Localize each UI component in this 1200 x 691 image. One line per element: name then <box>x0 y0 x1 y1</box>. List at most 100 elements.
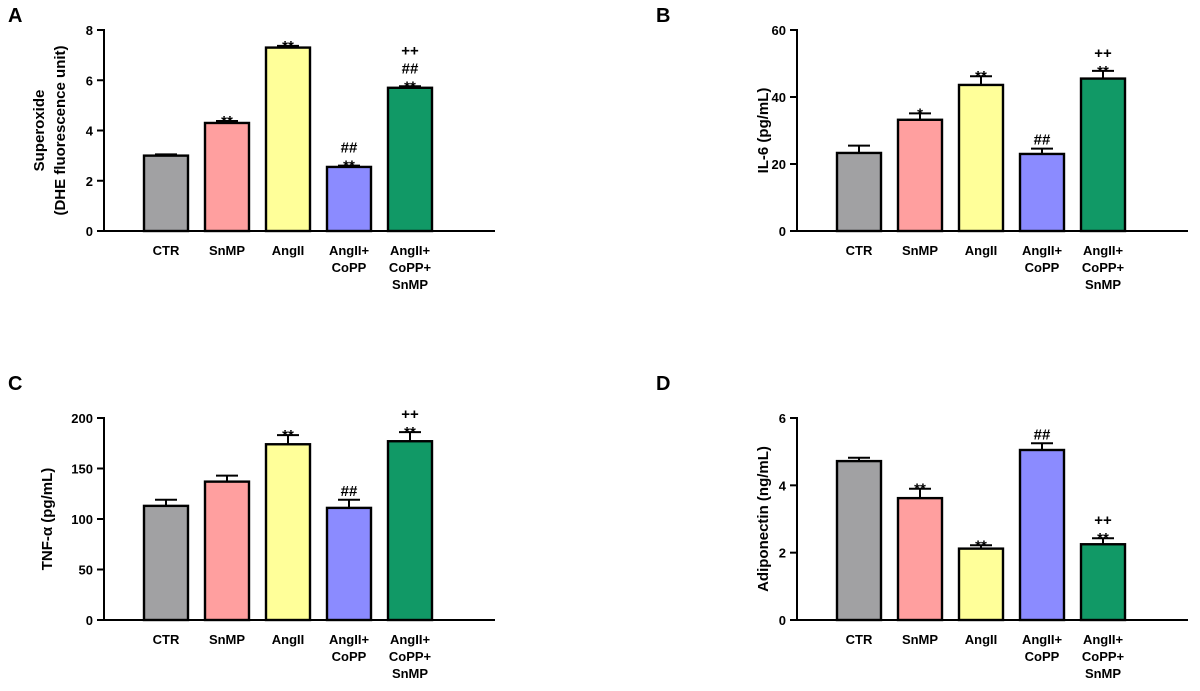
significance-marker: ** <box>975 68 987 85</box>
significance-marker: ## <box>1034 132 1051 149</box>
significance-marker: ++ <box>1094 45 1112 62</box>
x-tick-label: SnMP <box>1085 277 1121 292</box>
significance-marker: ++ <box>401 406 419 423</box>
significance-marker: ++ <box>401 42 419 59</box>
y-tick-label: 2 <box>779 546 786 561</box>
significance-marker: ** <box>282 38 294 55</box>
y-tick-label: 100 <box>71 512 93 527</box>
bar <box>386 86 434 233</box>
bar <box>896 118 944 233</box>
panel-label: C <box>8 373 22 395</box>
bar <box>835 151 883 233</box>
y-tick-label: 4 <box>86 124 94 139</box>
y-tick-label: 50 <box>79 563 93 578</box>
significance-marker: ** <box>975 537 987 554</box>
bar <box>896 496 944 622</box>
chart-panel-a: A 0 2 4 6 8 Superoxide (DHE fluorescence unit) C… <box>8 5 495 292</box>
x-tick-label: AngII+ <box>1022 243 1062 258</box>
bar <box>1079 77 1127 233</box>
x-tick-label: SnMP <box>209 243 245 258</box>
significance-marker: ** <box>1097 63 1109 80</box>
x-tick-label: CoPP+ <box>389 649 432 664</box>
x-tick-label: SnMP <box>209 632 245 647</box>
chart-panel-b: B 0 20 40 60 IL-6 (pg/mL) CTR * SnMP ** AngII ## Ang… <box>656 5 1188 292</box>
y-tick-label: 0 <box>86 613 93 628</box>
x-tick-label: CTR <box>153 243 180 258</box>
bar <box>386 440 434 622</box>
bar <box>142 504 190 622</box>
y-axis-label: Superoxide <box>31 90 48 172</box>
x-tick-label: CTR <box>846 632 873 647</box>
y-tick-label: 0 <box>779 224 786 239</box>
panel-label: D <box>656 373 670 395</box>
significance-marker: ++ <box>1094 512 1112 529</box>
y-tick-label: 4 <box>779 478 787 493</box>
y-tick-label: 6 <box>779 411 786 426</box>
x-tick-label: CTR <box>153 632 180 647</box>
significance-marker: ## <box>341 140 358 157</box>
bar <box>142 154 190 233</box>
bar <box>203 480 251 622</box>
x-tick-label: CoPP+ <box>1082 260 1125 275</box>
x-tick-label: CTR <box>846 243 873 258</box>
bar <box>1079 543 1127 622</box>
y-tick-label: 200 <box>71 411 93 426</box>
x-tick-label: SnMP <box>392 277 428 292</box>
x-tick-label: CoPP <box>1025 649 1060 664</box>
y-tick-label: 2 <box>86 174 93 189</box>
x-tick-label: CoPP <box>1025 260 1060 275</box>
significance-marker: ** <box>282 427 294 444</box>
significance-marker: ** <box>343 158 355 175</box>
significance-marker: ** <box>404 424 416 441</box>
x-tick-label: AngII <box>965 243 998 258</box>
y-axis-label: (DHE fluorescence unit) <box>52 45 69 215</box>
y-tick-label: 6 <box>86 73 93 88</box>
significance-marker: ** <box>914 481 926 498</box>
x-tick-label: AngII+ <box>329 243 369 258</box>
bar <box>264 46 312 233</box>
y-tick-label: 150 <box>71 462 93 477</box>
y-axis-label: Adiponectin (ng/mL) <box>755 446 772 592</box>
bar <box>835 459 883 622</box>
panel-label: B <box>656 5 670 27</box>
chart-panel-d: D 0 2 4 6 Adiponectin (ng/mL) CTR ** SnMP ** AngII… <box>656 373 1188 681</box>
x-tick-label: AngII+ <box>1083 243 1123 258</box>
significance-marker: ** <box>1097 530 1109 547</box>
x-tick-label: AngII <box>272 243 305 258</box>
y-tick-label: 40 <box>772 90 786 105</box>
bar <box>1018 448 1066 622</box>
x-tick-label: AngII <box>272 632 305 647</box>
y-tick-label: 0 <box>779 613 786 628</box>
x-tick-label: SnMP <box>1085 666 1121 681</box>
y-tick-label: 8 <box>86 23 93 38</box>
bar <box>203 121 251 233</box>
x-tick-label: AngII+ <box>390 632 430 647</box>
significance-marker: ## <box>341 483 358 500</box>
x-tick-label: CoPP+ <box>1082 649 1125 664</box>
x-tick-label: AngII+ <box>329 632 369 647</box>
bar <box>264 443 312 622</box>
x-tick-label: SnMP <box>902 632 938 647</box>
significance-marker: * <box>917 105 923 122</box>
x-tick-label: CoPP <box>332 260 367 275</box>
bar <box>957 547 1005 622</box>
panel-label: A <box>8 5 22 27</box>
x-tick-label: SnMP <box>902 243 938 258</box>
significance-marker: ** <box>221 113 233 130</box>
significance-marker: ## <box>1034 426 1051 443</box>
significance-marker: ** <box>404 78 416 95</box>
y-axis-label: TNF-α (pg/mL) <box>39 468 56 571</box>
x-tick-label: AngII+ <box>1022 632 1062 647</box>
x-tick-label: CoPP+ <box>389 260 432 275</box>
chart-panel-c: C 0 50 100 150 200 TNF-α (pg/mL) CTR SnMP ** AngII… <box>8 373 495 681</box>
bar <box>325 165 373 233</box>
y-axis-label: IL-6 (pg/mL) <box>755 88 772 174</box>
bar <box>1018 152 1066 233</box>
bar <box>325 506 373 622</box>
x-tick-label: SnMP <box>392 666 428 681</box>
y-tick-label: 0 <box>86 224 93 239</box>
x-tick-label: AngII+ <box>390 243 430 258</box>
y-tick-label: 20 <box>772 157 786 172</box>
significance-marker: ## <box>402 60 419 77</box>
